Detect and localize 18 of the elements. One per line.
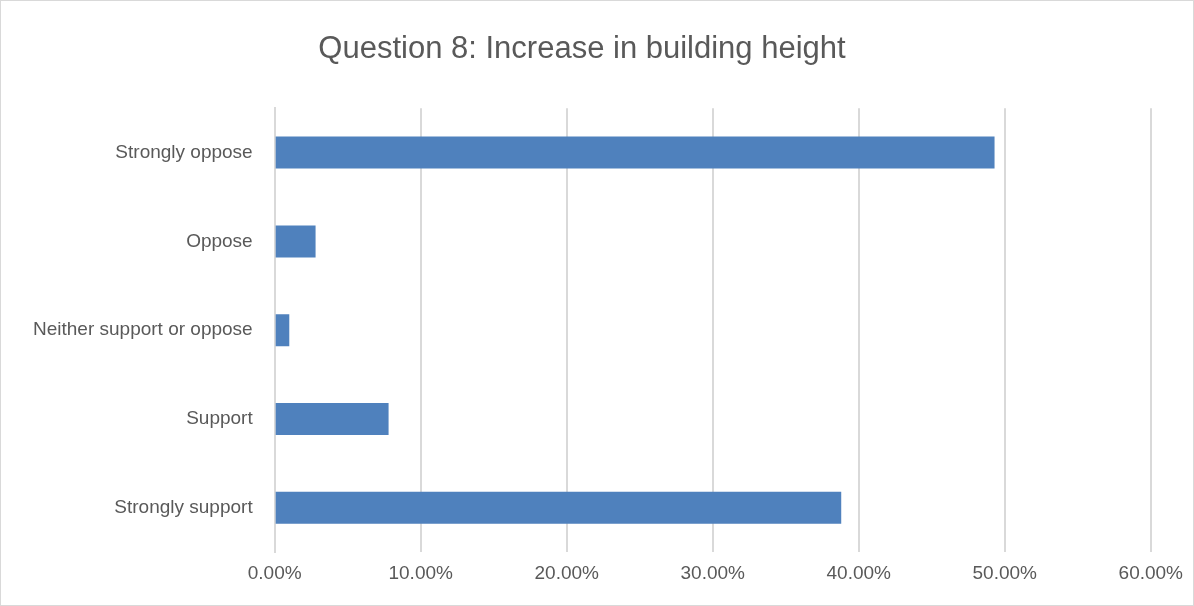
y-tick-label: Oppose (186, 229, 253, 251)
x-tick-label: 20.00% (534, 561, 600, 583)
x-tick-label: 50.00% (972, 561, 1038, 583)
x-tick-label: 40.00% (826, 561, 892, 583)
bar (275, 314, 290, 347)
bar (275, 403, 389, 435)
x-tick-label: 30.00% (680, 561, 746, 583)
y-tick-label: Strongly oppose (115, 140, 253, 162)
y-tick-label: Neither support or oppose (33, 318, 253, 340)
bar (275, 136, 995, 169)
bar (275, 225, 316, 258)
x-tick-label: 10.00% (388, 561, 454, 583)
x-tick-label: 0.00% (247, 561, 302, 583)
y-tick-label: Strongly support (114, 496, 254, 518)
x-tick-label: 60.00% (1118, 561, 1184, 583)
chart-title: Question 8: Increase in building height (318, 30, 847, 66)
y-tick-label: Support (186, 407, 254, 429)
bar (275, 491, 842, 524)
